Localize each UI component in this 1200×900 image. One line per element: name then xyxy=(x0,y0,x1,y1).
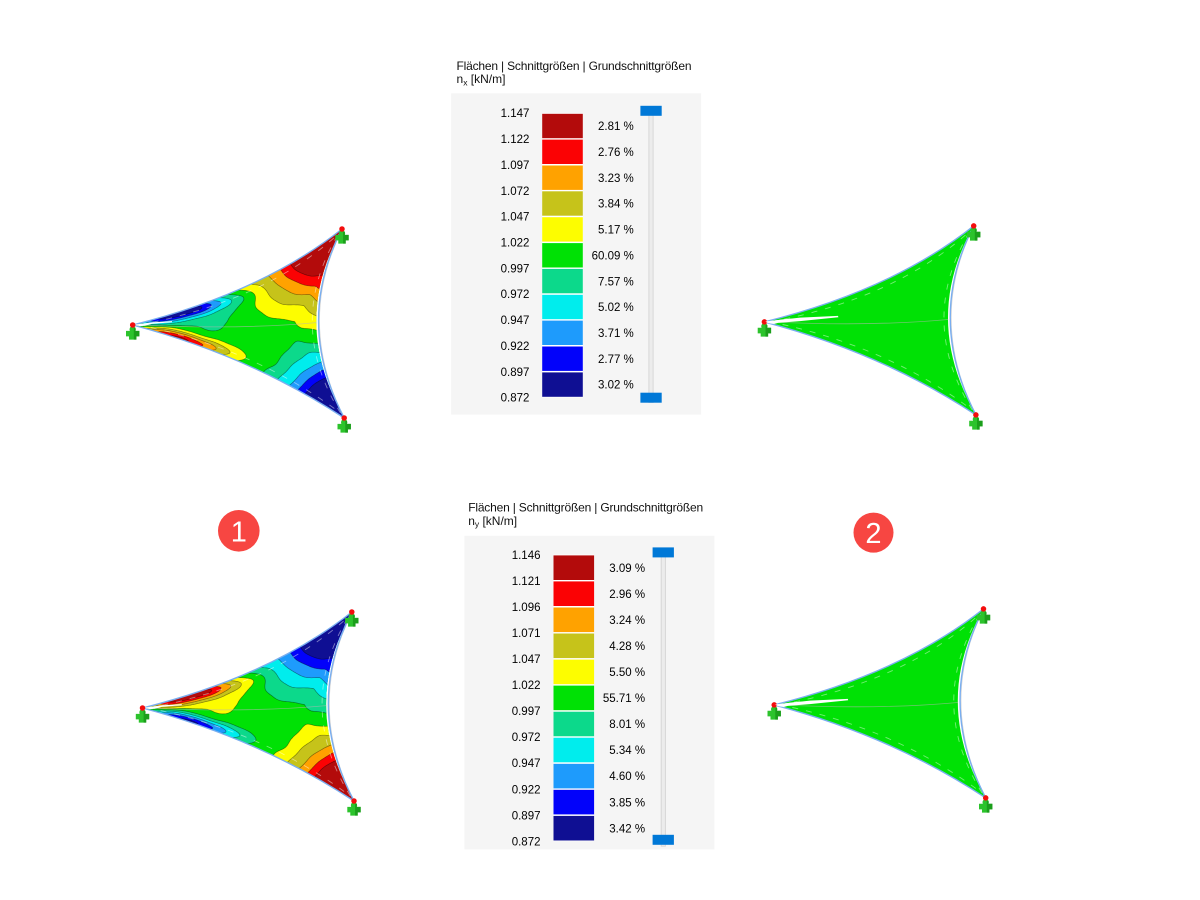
svg-text:0.897: 0.897 xyxy=(501,367,530,379)
svg-text:2.96 %: 2.96 % xyxy=(609,589,645,601)
svg-text:2.81 %: 2.81 % xyxy=(598,121,634,133)
svg-text:1.071: 1.071 xyxy=(512,628,541,640)
svg-text:nx [kN/m]: nx [kN/m] xyxy=(457,72,506,87)
svg-text:7.57 %: 7.57 % xyxy=(598,276,634,288)
svg-text:3.23 %: 3.23 % xyxy=(598,173,634,185)
svg-text:0.947: 0.947 xyxy=(512,758,541,770)
svg-text:8.01 %: 8.01 % xyxy=(609,719,645,731)
svg-text:1: 1 xyxy=(231,516,247,548)
svg-text:0.997: 0.997 xyxy=(512,706,541,718)
svg-text:1.121: 1.121 xyxy=(512,576,541,588)
svg-text:0.997: 0.997 xyxy=(501,263,530,275)
svg-text:1.047: 1.047 xyxy=(512,654,541,666)
svg-text:1.022: 1.022 xyxy=(512,680,541,692)
svg-text:1.072: 1.072 xyxy=(501,186,530,198)
svg-text:5.02 %: 5.02 % xyxy=(598,302,634,314)
svg-text:ny [kN/m]: ny [kN/m] xyxy=(468,514,517,529)
svg-text:0.972: 0.972 xyxy=(501,289,530,301)
svg-text:1.047: 1.047 xyxy=(501,212,530,224)
svg-text:1.022: 1.022 xyxy=(501,238,530,250)
svg-text:0.972: 0.972 xyxy=(512,732,541,744)
svg-text:1.147: 1.147 xyxy=(501,108,530,120)
svg-text:55.71 %: 55.71 % xyxy=(603,693,645,705)
svg-text:3.24 %: 3.24 % xyxy=(609,615,645,627)
svg-text:4.28 %: 4.28 % xyxy=(609,641,645,653)
svg-text:2.77 %: 2.77 % xyxy=(598,354,634,366)
svg-text:60.09 %: 60.09 % xyxy=(592,250,634,262)
svg-text:0.872: 0.872 xyxy=(512,836,541,848)
svg-text:5.17 %: 5.17 % xyxy=(598,225,634,237)
svg-text:0.922: 0.922 xyxy=(501,341,530,353)
svg-text:4.60 %: 4.60 % xyxy=(609,771,645,783)
svg-text:Flächen | Schnittgrößen | Grun: Flächen | Schnittgrößen | Grundschnittgr… xyxy=(457,59,692,73)
svg-text:1.146: 1.146 xyxy=(512,550,541,562)
svg-text:3.42 %: 3.42 % xyxy=(609,823,645,835)
svg-text:5.34 %: 5.34 % xyxy=(609,745,645,757)
svg-text:2.76 %: 2.76 % xyxy=(598,147,634,159)
svg-text:Flächen | Schnittgrößen | Grun: Flächen | Schnittgrößen | Grundschnittgr… xyxy=(468,501,703,515)
svg-text:5.50 %: 5.50 % xyxy=(609,667,645,679)
svg-text:3.71 %: 3.71 % xyxy=(598,328,634,340)
svg-text:2: 2 xyxy=(865,518,881,550)
svg-text:3.09 %: 3.09 % xyxy=(609,563,645,575)
svg-text:1.122: 1.122 xyxy=(501,134,530,146)
svg-text:1.097: 1.097 xyxy=(501,160,530,172)
svg-text:0.872: 0.872 xyxy=(501,393,530,405)
svg-text:3.02 %: 3.02 % xyxy=(598,380,634,392)
svg-text:3.84 %: 3.84 % xyxy=(598,199,634,211)
svg-text:0.922: 0.922 xyxy=(512,784,541,796)
svg-text:1.096: 1.096 xyxy=(512,602,541,614)
svg-text:3.85 %: 3.85 % xyxy=(609,797,645,809)
svg-text:0.897: 0.897 xyxy=(512,810,541,822)
svg-text:0.947: 0.947 xyxy=(501,315,530,327)
